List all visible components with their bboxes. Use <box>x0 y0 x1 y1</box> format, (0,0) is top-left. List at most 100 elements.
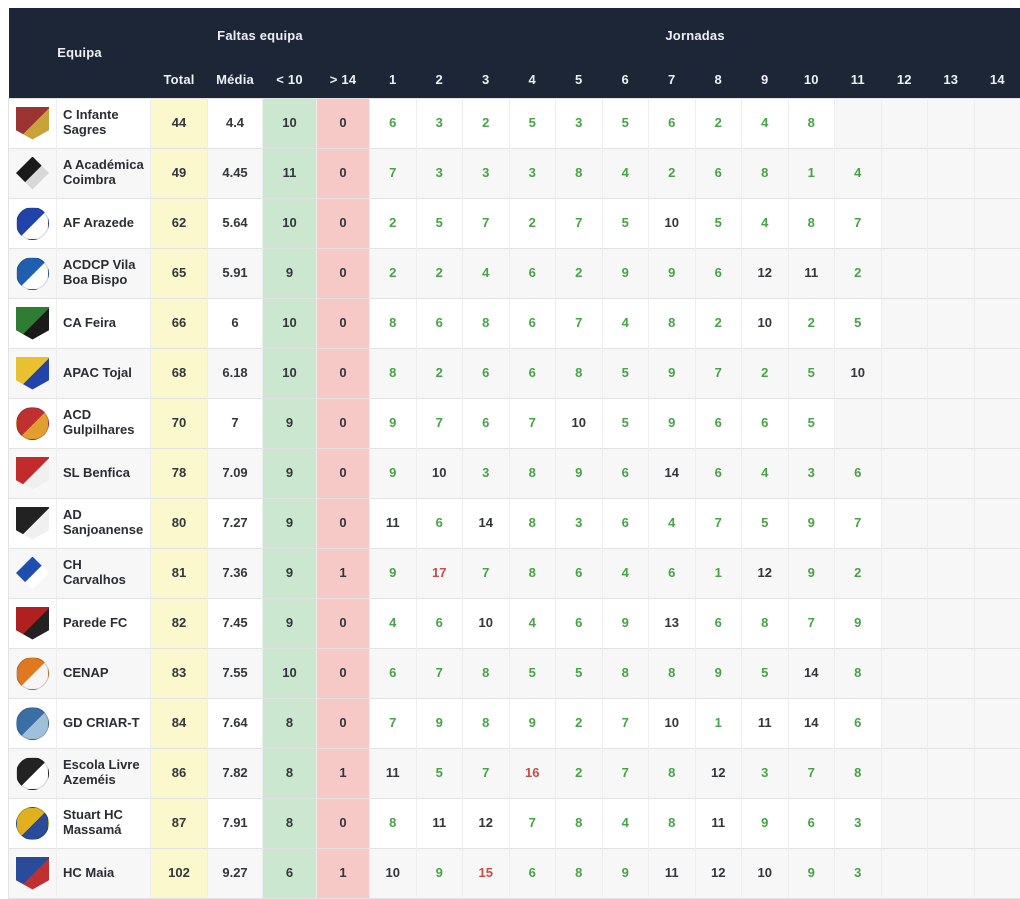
jornada-3-fouls-cell: 14 <box>463 498 510 548</box>
jornada-1-fouls-cell: 11 <box>370 748 417 798</box>
jornada-1-fouls-cell: 6 <box>370 648 417 698</box>
team-logo-cell <box>9 648 57 698</box>
jornada-3-fouls-cell: 10 <box>463 598 510 648</box>
jornada-2-fouls-cell: 5 <box>416 748 463 798</box>
jornada-5-fouls-cell: 3 <box>556 98 603 148</box>
over-14-count-cell: 0 <box>317 598 370 648</box>
jornada-13-fouls-cell <box>928 248 975 298</box>
jornada-13-fouls-cell <box>928 198 975 248</box>
jornada-4-fouls-cell: 9 <box>509 698 556 748</box>
total-fouls-cell: 81 <box>151 548 208 598</box>
jornada-4-fouls-cell: 6 <box>509 348 556 398</box>
column-header-over-14: > 14 <box>317 62 370 98</box>
team-crest-icon <box>16 607 49 640</box>
jornada-9-fouls-cell: 8 <box>742 598 789 648</box>
jornada-8-fouls-cell: 5 <box>695 198 742 248</box>
jornada-13-fouls-cell <box>928 98 975 148</box>
team-logo-cell <box>9 198 57 248</box>
total-fouls-cell: 78 <box>151 448 208 498</box>
jornada-1-fouls-cell: 7 <box>370 698 417 748</box>
average-fouls-cell: 4.4 <box>208 98 263 148</box>
jornada-14-fouls-cell <box>974 598 1020 648</box>
under-10-count-cell: 6 <box>263 848 317 898</box>
jornada-7-fouls-cell: 4 <box>649 498 696 548</box>
jornada-13-fouls-cell <box>928 498 975 548</box>
jornada-8-fouls-cell: 6 <box>695 598 742 648</box>
jornada-1-fouls-cell: 9 <box>370 398 417 448</box>
jornada-9-fouls-cell: 12 <box>742 248 789 298</box>
team-name-cell: ACD Gulpilhares <box>57 398 151 448</box>
over-14-count-cell: 0 <box>317 98 370 148</box>
jornada-1-fouls-cell: 11 <box>370 498 417 548</box>
jornada-6-fouls-cell: 4 <box>602 548 649 598</box>
column-header-jornada-12: 12 <box>881 62 928 98</box>
column-header-under-10: < 10 <box>263 62 317 98</box>
under-10-count-cell: 10 <box>263 198 317 248</box>
jornada-9-fouls-cell: 9 <box>742 798 789 848</box>
over-14-count-cell: 0 <box>317 648 370 698</box>
jornada-4-fouls-cell: 7 <box>509 798 556 848</box>
jornada-11-fouls-cell: 3 <box>835 848 882 898</box>
team-logo-cell <box>9 148 57 198</box>
jornada-4-fouls-cell: 16 <box>509 748 556 798</box>
header-group-row: Equipa Faltas equipa Jornadas <box>9 8 1020 62</box>
jornada-13-fouls-cell <box>928 548 975 598</box>
team-crest-icon <box>16 507 49 540</box>
jornada-7-fouls-cell: 9 <box>649 398 696 448</box>
total-fouls-cell: 82 <box>151 598 208 648</box>
total-fouls-cell: 65 <box>151 248 208 298</box>
jornada-11-fouls-cell: 6 <box>835 698 882 748</box>
jornada-11-fouls-cell: 2 <box>835 248 882 298</box>
jornada-8-fouls-cell: 9 <box>695 648 742 698</box>
jornada-3-fouls-cell: 3 <box>463 448 510 498</box>
jornada-7-fouls-cell: 10 <box>649 698 696 748</box>
jornada-4-fouls-cell: 5 <box>509 98 556 148</box>
jornada-1-fouls-cell: 8 <box>370 348 417 398</box>
jornada-12-fouls-cell <box>881 448 928 498</box>
jornada-14-fouls-cell <box>974 398 1020 448</box>
jornada-12-fouls-cell <box>881 548 928 598</box>
jornada-10-fouls-cell: 5 <box>788 348 835 398</box>
jornada-12-fouls-cell <box>881 648 928 698</box>
jornada-7-fouls-cell: 8 <box>649 748 696 798</box>
team-name-cell: Parede FC <box>57 598 151 648</box>
jornada-3-fouls-cell: 8 <box>463 298 510 348</box>
jornada-1-fouls-cell: 6 <box>370 98 417 148</box>
jornada-14-fouls-cell <box>974 748 1020 798</box>
jornada-12-fouls-cell <box>881 848 928 898</box>
jornada-5-fouls-cell: 8 <box>556 848 603 898</box>
over-14-count-cell: 0 <box>317 498 370 548</box>
average-fouls-cell: 7.64 <box>208 698 263 748</box>
column-header-jornada-7: 7 <box>649 62 696 98</box>
jornada-5-fouls-cell: 7 <box>556 198 603 248</box>
average-fouls-cell: 7.91 <box>208 798 263 848</box>
jornada-13-fouls-cell <box>928 848 975 898</box>
total-fouls-cell: 70 <box>151 398 208 448</box>
jornada-5-fouls-cell: 6 <box>556 598 603 648</box>
jornada-11-fouls-cell: 6 <box>835 448 882 498</box>
jornada-7-fouls-cell: 14 <box>649 448 696 498</box>
jornada-1-fouls-cell: 7 <box>370 148 417 198</box>
jornada-2-fouls-cell: 2 <box>416 348 463 398</box>
total-fouls-cell: 87 <box>151 798 208 848</box>
jornada-5-fouls-cell: 9 <box>556 448 603 498</box>
jornada-2-fouls-cell: 17 <box>416 548 463 598</box>
under-10-count-cell: 11 <box>263 148 317 198</box>
total-fouls-cell: 80 <box>151 498 208 548</box>
jornada-5-fouls-cell: 2 <box>556 248 603 298</box>
team-name-cell: Escola Livre Azeméis <box>57 748 151 798</box>
team-crest-icon <box>16 857 49 890</box>
jornada-6-fouls-cell: 8 <box>602 648 649 698</box>
team-name-cell: APAC Tojal <box>57 348 151 398</box>
jornada-7-fouls-cell: 8 <box>649 648 696 698</box>
team-fouls-table: Equipa Faltas equipa Jornadas Total Médi… <box>8 8 1020 899</box>
jornada-11-fouls-cell: 8 <box>835 648 882 698</box>
jornada-10-fouls-cell: 5 <box>788 398 835 448</box>
column-header-jornada-6: 6 <box>602 62 649 98</box>
jornada-12-fouls-cell <box>881 298 928 348</box>
column-header-jornada-8: 8 <box>695 62 742 98</box>
team-name-cell: AF Arazede <box>57 198 151 248</box>
jornada-10-fouls-cell: 7 <box>788 748 835 798</box>
